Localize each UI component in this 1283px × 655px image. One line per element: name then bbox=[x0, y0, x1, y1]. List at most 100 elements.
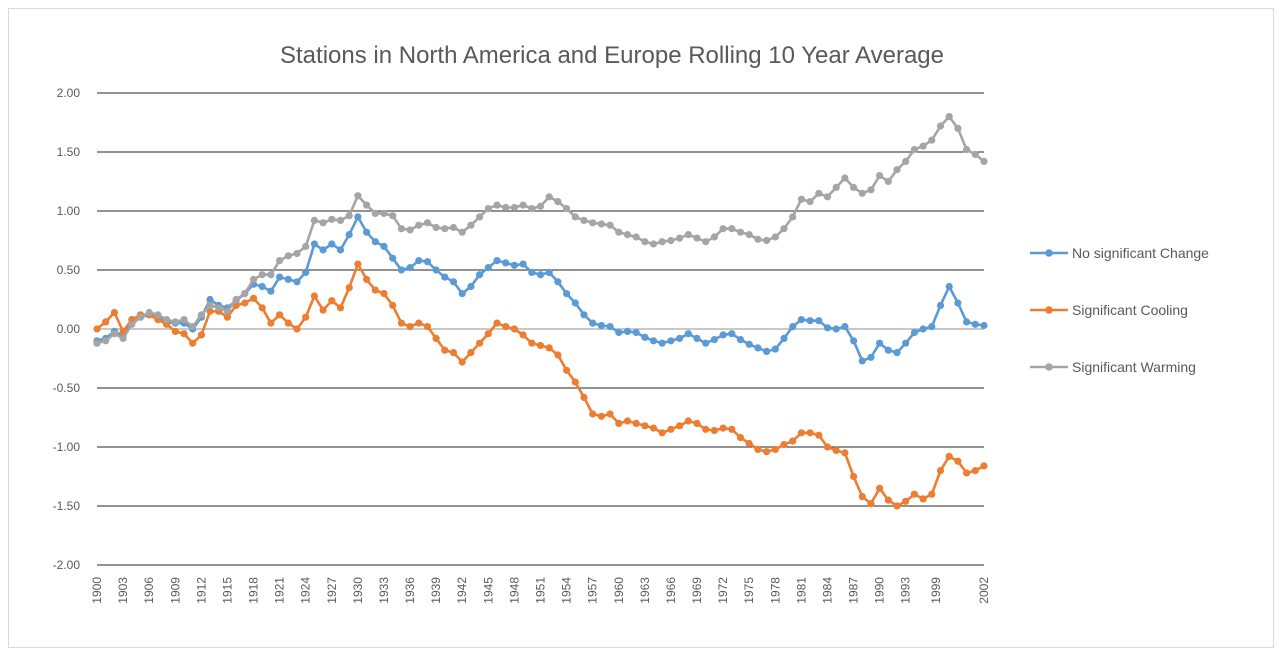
x-tick-label: 1978 bbox=[768, 577, 782, 604]
data-point bbox=[963, 146, 971, 154]
gridlines bbox=[97, 92, 984, 566]
data-point bbox=[432, 266, 440, 274]
data-point bbox=[371, 238, 379, 246]
data-point bbox=[736, 434, 745, 442]
data-point bbox=[371, 209, 379, 217]
x-tick-label: 1939 bbox=[429, 577, 443, 604]
x-tick-label: 1930 bbox=[351, 577, 365, 604]
data-point bbox=[249, 275, 258, 283]
data-point bbox=[232, 295, 240, 304]
data-point bbox=[971, 320, 979, 328]
data-point bbox=[963, 318, 971, 326]
data-point bbox=[806, 198, 814, 206]
data-point bbox=[736, 228, 745, 236]
data-point bbox=[510, 203, 518, 212]
data-point bbox=[876, 484, 884, 492]
data-point bbox=[484, 264, 492, 272]
data-point bbox=[702, 425, 710, 433]
data-point bbox=[850, 183, 858, 191]
data-point bbox=[936, 467, 945, 475]
data-point bbox=[641, 238, 649, 246]
data-point bbox=[476, 271, 484, 279]
data-point bbox=[110, 330, 118, 338]
data-point bbox=[797, 316, 806, 324]
data-point bbox=[102, 337, 110, 345]
data-point bbox=[771, 445, 779, 453]
data-point bbox=[728, 425, 736, 433]
data-point bbox=[728, 225, 736, 233]
data-point bbox=[545, 193, 553, 201]
data-point bbox=[476, 339, 484, 347]
data-point bbox=[93, 325, 101, 333]
data-point bbox=[893, 166, 901, 174]
legend-swatch-marker bbox=[1045, 363, 1053, 371]
data-point bbox=[145, 308, 153, 317]
data-point bbox=[571, 213, 579, 221]
data-point bbox=[736, 336, 745, 344]
data-point bbox=[397, 319, 405, 327]
data-point bbox=[502, 323, 510, 331]
data-point bbox=[754, 445, 762, 453]
data-point bbox=[841, 174, 849, 182]
data-point bbox=[163, 316, 171, 324]
y-axis-ticks: 2.00 1.50 1.00 0.50 0.00 -0.50 -1.00 -1.50 -2.00 bbox=[53, 86, 81, 572]
data-point bbox=[171, 327, 179, 335]
data-point bbox=[493, 319, 501, 327]
data-point bbox=[110, 308, 118, 317]
data-point bbox=[206, 295, 214, 304]
data-point bbox=[806, 429, 814, 437]
data-point bbox=[641, 333, 649, 341]
data-point bbox=[336, 246, 345, 254]
data-point bbox=[876, 172, 884, 180]
data-point bbox=[406, 226, 414, 234]
data-point bbox=[745, 340, 753, 348]
data-point bbox=[293, 249, 301, 258]
data-point bbox=[623, 327, 632, 335]
data-point bbox=[963, 469, 971, 477]
data-point bbox=[302, 242, 310, 250]
data-point bbox=[563, 290, 571, 298]
data-point bbox=[902, 497, 910, 505]
data-point bbox=[884, 346, 892, 354]
x-tick-label: 1921 bbox=[273, 577, 287, 604]
data-point bbox=[363, 228, 371, 236]
data-point bbox=[902, 157, 910, 165]
data-point bbox=[823, 193, 832, 201]
data-point bbox=[354, 213, 362, 221]
x-tick-label: 1999 bbox=[929, 577, 943, 604]
data-point bbox=[554, 198, 562, 206]
data-point bbox=[728, 330, 736, 338]
x-tick-label: 1966 bbox=[664, 577, 678, 604]
data-point bbox=[536, 202, 545, 210]
data-point bbox=[276, 273, 284, 281]
data-point bbox=[771, 345, 779, 353]
data-point bbox=[580, 393, 588, 401]
x-tick-label: 1960 bbox=[612, 577, 626, 604]
x-tick-label: 1906 bbox=[142, 577, 156, 604]
x-tick-label: 1915 bbox=[220, 577, 234, 604]
x-tick-label: 1963 bbox=[638, 577, 652, 604]
x-tick-label: 2002 bbox=[977, 577, 991, 604]
data-point bbox=[458, 228, 466, 236]
data-point bbox=[276, 311, 284, 319]
data-point bbox=[267, 287, 275, 295]
x-tick-label: 1927 bbox=[325, 577, 339, 604]
data-point bbox=[380, 290, 388, 298]
data-point bbox=[397, 225, 405, 233]
data-point bbox=[441, 346, 449, 354]
data-point bbox=[684, 231, 692, 239]
data-point bbox=[658, 339, 666, 347]
x-axis-ticks: 1900 1903 1906 1909 1912 1915 1918 1921 1924 1927… bbox=[90, 577, 991, 604]
y-tick-label: 0.00 bbox=[57, 322, 81, 336]
data-point bbox=[545, 344, 553, 352]
data-point bbox=[249, 294, 258, 302]
data-point bbox=[432, 223, 440, 232]
data-point bbox=[867, 186, 875, 194]
x-tick-label: 1993 bbox=[899, 577, 913, 604]
data-point bbox=[423, 258, 432, 266]
y-tick-label: 0.50 bbox=[57, 263, 81, 277]
data-point bbox=[789, 437, 797, 445]
data-point bbox=[284, 275, 292, 283]
data-point bbox=[215, 304, 223, 312]
